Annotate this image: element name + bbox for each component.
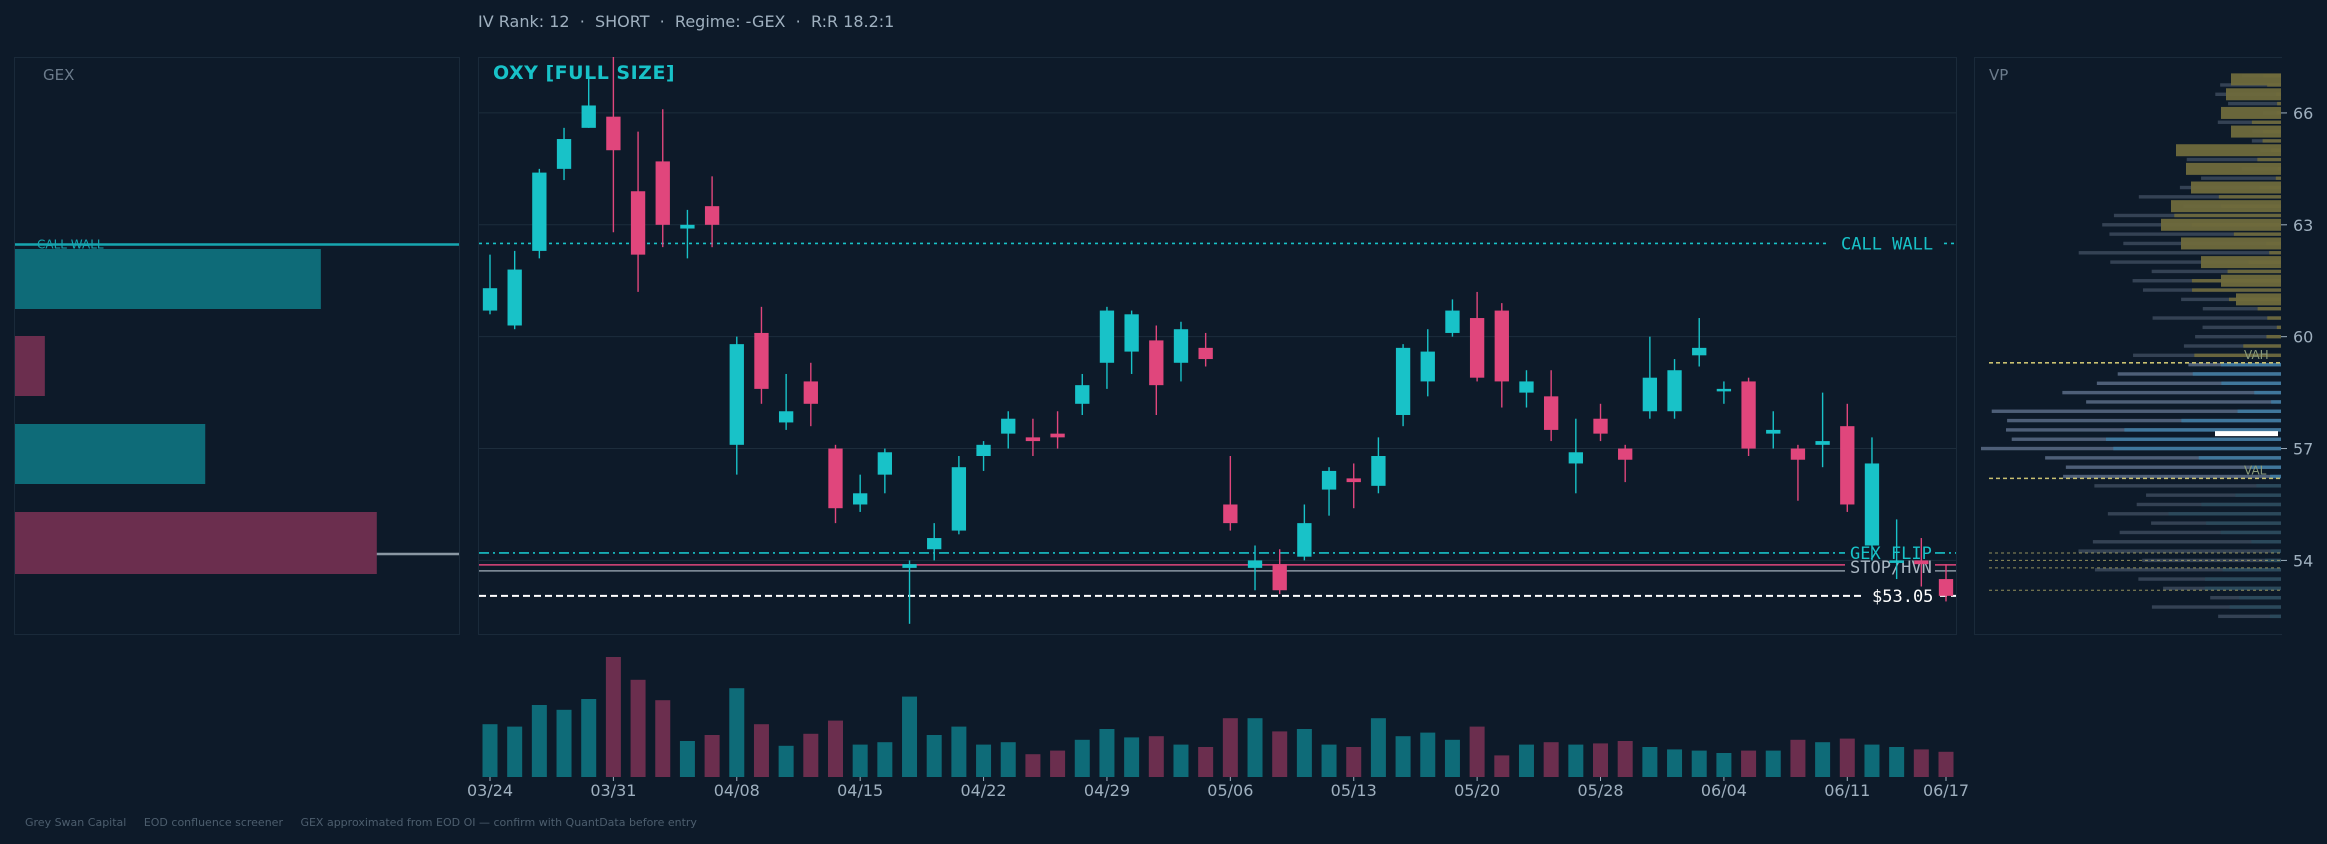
volume-bar [1247, 718, 1263, 777]
chart-title: OXY [FULL SIZE] [493, 62, 676, 84]
volume-bar [1765, 750, 1781, 777]
x-tick-label: 06/04 [1701, 781, 1747, 800]
volume-bar [803, 733, 819, 777]
volume-bar [951, 726, 967, 777]
y-tick-label: 60 [2293, 328, 2313, 347]
x-tick-label: 06/17 [1923, 781, 1969, 800]
volume-bar [1642, 747, 1658, 777]
footer-tool: EOD confluence screener [143, 816, 283, 829]
y-tick-label: 63 [2293, 216, 2313, 235]
volume-bar [827, 720, 843, 777]
footer-note: Grey Swan Capital EOD confluence screene… [25, 816, 697, 829]
x-tick-label: 04/29 [1084, 781, 1130, 800]
volume-bar [1543, 742, 1559, 777]
volume-bar [1124, 737, 1140, 777]
volume-bar [1815, 742, 1831, 777]
volume-bar [630, 679, 646, 777]
volume-bar [852, 744, 868, 777]
x-tick-label: 05/28 [1577, 781, 1623, 800]
volume-bar [1494, 755, 1510, 777]
volume-bar [1716, 753, 1732, 777]
footer-disclaimer: GEX approximated from EOD OI — confirm w… [300, 816, 697, 829]
volume-bar [877, 742, 893, 777]
volume-bar [679, 741, 695, 777]
x-tick-label: 03/24 [467, 781, 513, 800]
x-tick-label: 05/06 [1207, 781, 1253, 800]
volume-bar [531, 705, 547, 777]
volume-bar [1074, 739, 1090, 777]
x-tick-label: 05/20 [1454, 781, 1500, 800]
volume-bar [1000, 742, 1016, 777]
gex-bar [15, 512, 377, 574]
volume-bar [482, 724, 498, 777]
gex-panel-title: GEX [43, 66, 75, 84]
volume-bar [655, 700, 671, 777]
gex-call-wall-label: CALL WALL [37, 237, 104, 251]
x-tick-label: 06/11 [1824, 781, 1870, 800]
volume-bar [556, 709, 572, 777]
volume-bar [1667, 749, 1683, 777]
volume-bar [902, 696, 918, 777]
volume-bar [1420, 732, 1436, 777]
volume-bar [1321, 744, 1337, 777]
volume-bar [1568, 744, 1584, 777]
gex-bar [15, 336, 45, 396]
volume-bar [1370, 718, 1386, 777]
x-tick-label: 04/22 [961, 781, 1007, 800]
volume-bar [1272, 731, 1288, 777]
gex-chart: CALL WALLFLIP [15, 237, 459, 574]
x-tick-label: 04/08 [714, 781, 760, 800]
footer-brand: Grey Swan Capital [25, 816, 127, 829]
volume-bar [1296, 729, 1312, 777]
volume-bar [507, 726, 523, 777]
y-tick-label: 57 [2293, 440, 2313, 459]
volume-bar [1938, 751, 1954, 777]
volume-bar [1173, 744, 1189, 777]
y-tick-label: 54 [2293, 551, 2313, 570]
gex-bar [15, 424, 206, 484]
x-tick-label: 04/15 [837, 781, 883, 800]
volume-bar [1469, 726, 1485, 777]
volume-bar [1346, 747, 1362, 777]
volume-bar [1148, 736, 1164, 777]
volume-bar [1593, 743, 1609, 777]
x-tick-label: 05/13 [1331, 781, 1377, 800]
volume-bar [753, 724, 769, 777]
volume-bar [1099, 729, 1115, 777]
volume-bar [1691, 750, 1707, 777]
volume-bar [1839, 738, 1855, 777]
volume-bar [581, 699, 597, 777]
volume-bar [1198, 747, 1214, 777]
header-status-line: IV Rank: 12 · SHORT · Regime: -GEX · R:R… [478, 12, 895, 31]
volume-bar [729, 688, 745, 777]
volume-bar [976, 744, 992, 777]
volume-bar [1395, 736, 1411, 777]
price-chart-panel: OXY [FULL SIZE] [478, 57, 1957, 635]
volume-bar [1518, 744, 1534, 777]
volume-bar [1444, 739, 1460, 777]
volume-bar [704, 735, 720, 777]
volume-bar [1790, 739, 1806, 777]
volume-bar [1222, 718, 1238, 777]
volume-bar [605, 657, 621, 777]
gex-panel: GEX CALL WALLFLIP [14, 57, 460, 635]
volume-bar [1741, 750, 1757, 777]
y-tick-label: 66 [2293, 104, 2313, 123]
volume-bar [1025, 754, 1041, 777]
volume-bar [926, 735, 942, 777]
volume-bar [1617, 741, 1633, 777]
x-tick-label: 03/31 [590, 781, 636, 800]
gex-bar [15, 249, 321, 309]
volume-profile-panel: VP [1974, 57, 2282, 635]
volume-bar [1050, 750, 1066, 777]
volume-bar [1913, 749, 1929, 777]
volume-bar [1889, 747, 1905, 777]
volume-bar [778, 745, 794, 777]
vp-panel-title: VP [1989, 66, 2009, 84]
volume-bar [1864, 744, 1880, 777]
